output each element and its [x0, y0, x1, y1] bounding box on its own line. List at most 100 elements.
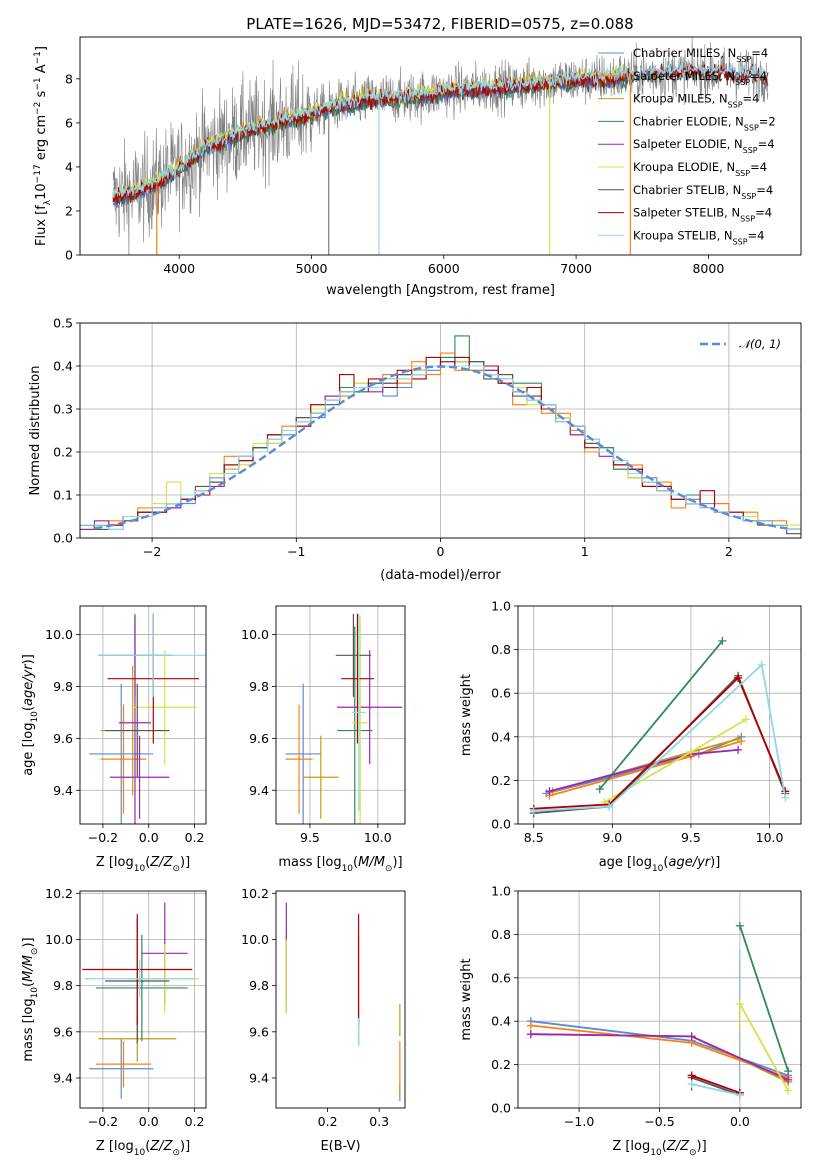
- y-axis-label: age [log10(age/yr)]: [21, 654, 40, 776]
- weight-point-marker: [735, 1090, 744, 1099]
- axes-frame: [79, 36, 802, 256]
- y-axis-label: Normed distribution: [28, 366, 43, 496]
- weight-point-marker: [784, 1067, 793, 1076]
- y-tick-label: 9.8: [249, 679, 269, 694]
- legend-label: Chabrier MILES, NSSP=4: [633, 46, 768, 64]
- y-tick-label: 0.2: [491, 1057, 511, 1072]
- weight-point-marker: [687, 1071, 696, 1080]
- weight-vs-age-panel: 8.5 9.0 9.5 10.0 0.0 0.2 0.4 0.6 0.8 1.0 age [log1…: [459, 599, 802, 874]
- legend-label: Chabrier ELODIE, NSSP=2: [633, 114, 776, 131]
- gaussian-curve: [94, 365, 787, 530]
- y-tick-label: 9.6: [53, 731, 73, 746]
- y-tick-label: 10.2: [45, 886, 73, 901]
- x-tick-label: 0: [437, 544, 445, 559]
- weight-line: [599, 640, 724, 790]
- plot-area: [526, 921, 793, 1099]
- weight-line: [691, 1076, 741, 1096]
- plot-area: [529, 636, 790, 818]
- y-tick-label: 0.4: [491, 729, 511, 744]
- y-tick-label: 0.1: [53, 488, 73, 503]
- plot-area: [285, 902, 401, 1102]
- y-tick-label: 0.4: [53, 359, 73, 374]
- x-tick-label: −0.2: [88, 830, 118, 845]
- x-axis-label: Z [log10(Z/Z⊙)]: [96, 1139, 190, 1158]
- weight-point-marker: [757, 660, 766, 669]
- y-tick-label: 10.0: [241, 627, 269, 642]
- x-tick-label: 2: [725, 544, 733, 559]
- plot-area: [285, 613, 403, 824]
- x-tick-label: 5000: [296, 261, 328, 276]
- x-tick-label: −0.5: [644, 1114, 674, 1129]
- x-axis-label: (data-model)/error: [380, 568, 501, 583]
- x-tick-label: 0.0: [139, 830, 159, 845]
- weight-point-marker: [526, 1030, 535, 1039]
- weight-point-marker: [687, 1032, 696, 1041]
- axes-frame: [275, 605, 406, 825]
- axes-frame: [275, 890, 406, 1109]
- y-tick-label: 2: [65, 203, 73, 218]
- weight-line: [533, 676, 787, 810]
- y-tick-label: 10.2: [241, 886, 269, 901]
- weight-point-marker: [781, 793, 790, 802]
- y-tick-label: 9.4: [249, 783, 269, 798]
- y-tick-label: 0.0: [53, 531, 73, 546]
- x-tick-label: −1: [287, 544, 305, 559]
- x-axis-label: mass [log10(M/M⊙)]: [278, 855, 402, 874]
- y-tick-label: 9.8: [53, 679, 73, 694]
- weight-point-marker: [526, 1021, 535, 1030]
- y-tick-label: 0.2: [53, 445, 73, 460]
- legend-label: Salpeter ELODIE, NSSP=4: [633, 137, 775, 155]
- x-tick-label: 4000: [163, 261, 195, 276]
- x-axis-label: Z [log10(Z/Z⊙)]: [612, 1139, 706, 1158]
- legend-label: Kroupa MILES, NSSP=4: [633, 92, 759, 110]
- y-tick-label: 1.0: [491, 884, 511, 899]
- x-tick-label: 10.0: [756, 830, 784, 845]
- legend-label: Salpeter STELIB, NSSP=4: [633, 206, 772, 224]
- y-tick-label: 9.4: [53, 783, 73, 798]
- x-tick-label: 0.3: [369, 1114, 389, 1129]
- age-vs-z-panel: −0.2 0.0 0.2 9.4 9.6 9.8 10.0 Z [log10(Z/Z⊙)] ag…: [21, 605, 207, 874]
- y-tick-label: 0.3: [53, 402, 73, 417]
- weight-point-marker: [734, 745, 743, 754]
- x-tick-label: 0.0: [139, 1114, 159, 1129]
- x-tick-label: 6000: [428, 261, 460, 276]
- x-tick-label: −0.2: [88, 1114, 118, 1129]
- weight-point-marker: [735, 999, 744, 1008]
- x-tick-label: 0.2: [318, 1114, 338, 1129]
- weight-point-marker: [718, 636, 727, 645]
- y-tick-label: 0.6: [491, 970, 511, 985]
- axes-frame: [517, 890, 802, 1109]
- x-axis-label: age [log10(age/yr)]: [599, 855, 721, 874]
- y-tick-label: 0.8: [491, 642, 511, 657]
- legend-label: Salpeter MILES, NSSP=4: [633, 69, 767, 87]
- weight-vs-z-panel: −1.0 −0.5 0.0 0.0 0.2 0.4 0.6 0.8 1.0 Z [log10(Z/…: [459, 884, 802, 1158]
- weight-line: [691, 1074, 741, 1094]
- x-axis-label: Z [log10(Z/Z⊙)]: [96, 855, 190, 874]
- weight-point-marker: [686, 748, 695, 757]
- axes-frame: [79, 322, 802, 539]
- plot-area: [112, 37, 769, 255]
- y-tick-label: 10.0: [241, 932, 269, 947]
- x-tick-label: 9.5: [681, 830, 701, 845]
- legend-label: Chabrier STELIB, NSSP=4: [633, 183, 773, 201]
- x-tick-label: 8.5: [524, 830, 544, 845]
- y-tick-label: 1.0: [491, 599, 511, 614]
- weight-point-marker: [784, 1075, 793, 1084]
- spectrum-model-line: [112, 60, 769, 199]
- x-tick-label: 8000: [692, 261, 724, 276]
- weight-point-marker: [687, 1080, 696, 1089]
- plot-area: [89, 613, 206, 824]
- weight-line: [691, 1083, 741, 1096]
- plot-area: [82, 902, 200, 1099]
- y-tick-label: 8: [65, 71, 73, 86]
- x-tick-label: 10.0: [364, 830, 392, 845]
- y-tick-label: 0.4: [491, 1014, 511, 1029]
- y-tick-label: 6: [65, 115, 73, 130]
- legend-label: 𝒩(0, 1): [739, 337, 781, 351]
- y-tick-label: 9.6: [249, 1024, 269, 1039]
- y-tick-label: 0: [65, 248, 73, 263]
- y-tick-label: 4: [65, 159, 73, 174]
- age-vs-mass-panel: 9.5 10.0 9.4 9.6 9.8 10.0 mass [log10(M/M⊙)]: [241, 605, 406, 874]
- legend-label: Kroupa ELODIE, NSSP=4: [633, 160, 767, 178]
- y-axis-label: mass weight: [459, 958, 474, 1040]
